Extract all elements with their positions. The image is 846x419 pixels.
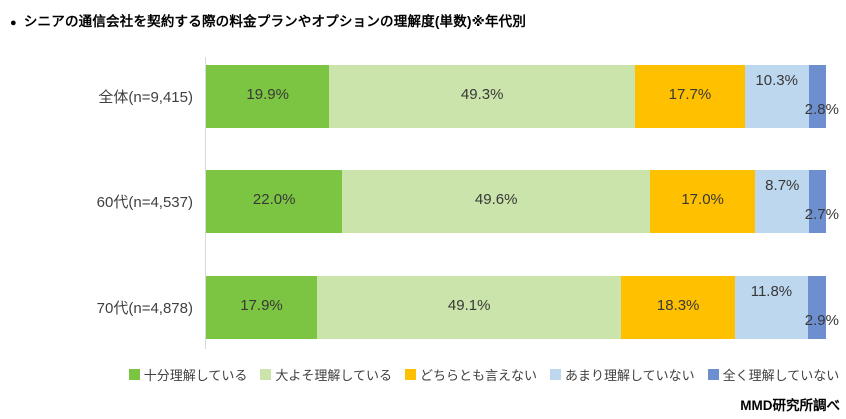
source-credit: MMD研究所調べ	[740, 398, 840, 413]
value-label: 2.9%	[804, 312, 839, 329]
category-label: 70代(n=4,878)	[96, 300, 193, 317]
value-label: 17.0%	[681, 191, 724, 208]
bar-segment	[744, 65, 809, 128]
legend-item: 大よそ理解している	[260, 365, 392, 384]
value-label: 49.6%	[474, 191, 518, 208]
bar-segment	[206, 65, 330, 128]
bar-segment	[206, 170, 343, 233]
bar-segment	[649, 170, 756, 233]
bullet-icon: ●	[10, 17, 17, 29]
legend-item: どちらとも言えない	[404, 365, 537, 384]
value-label: 22.0%	[252, 191, 296, 208]
bar-segment	[755, 170, 810, 233]
value-label: 10.3%	[755, 72, 798, 89]
chart-title-text: シニアの通信会社を契約する際の料金プランやオプションの理解度(単数)※年代別	[23, 14, 527, 29]
bar-segment	[329, 65, 636, 128]
legend-item: 全く理解していない	[707, 365, 840, 384]
value-label: 18.3%	[656, 297, 700, 314]
bar-segment	[316, 276, 622, 339]
stacked-bar: 19.9% 49.3% 17.7% 10.3% 2.8%	[206, 65, 839, 128]
legend-label: 大よそ理解している	[275, 368, 392, 383]
bar-segment	[342, 170, 650, 233]
bar-segment	[206, 276, 317, 339]
bar-segment	[635, 65, 745, 128]
value-label: 2.8%	[804, 101, 839, 118]
value-label: 49.1%	[447, 297, 491, 314]
category-row: 全体(n=9,415) 19.9% 49.3% 17.7% 10.3% 2.8%	[0, 65, 846, 128]
y-axis-line	[205, 57, 206, 349]
legend-item: あまり理解していない	[550, 365, 695, 384]
value-label: 19.9%	[246, 86, 289, 103]
stacked-bar: 17.9% 49.1% 18.3% 11.8% 2.9%	[206, 276, 839, 339]
bar-segment	[808, 65, 826, 128]
chart-title: ● シニアの通信会社を契約する際の料金プランやオプションの理解度(単数)※年代別	[10, 10, 526, 30]
stacked-bar: 22.0% 49.6% 17.0% 8.7% 2.7%	[206, 170, 839, 233]
bar-segment	[621, 276, 735, 339]
value-label: 8.7%	[765, 177, 800, 194]
legend-item: 十分理解している	[128, 365, 248, 384]
legend-label: 十分理解している	[143, 368, 248, 383]
value-label: 49.3%	[460, 86, 504, 103]
category-row: 60代(n=4,537) 22.0% 49.6% 17.0% 8.7% 2.7%	[0, 170, 846, 233]
value-label: 11.8%	[750, 283, 793, 300]
legend-swatch-icon	[128, 369, 140, 380]
legend-swatch-icon	[550, 369, 561, 380]
value-label: 17.7%	[668, 86, 712, 103]
legend-swatch-icon	[260, 369, 272, 380]
bar-segment	[807, 276, 826, 339]
category-row: 70代(n=4,878) 17.9% 49.1% 18.3% 11.8% 2.9%	[0, 276, 846, 339]
legend-label: 全く理解していない	[722, 368, 840, 383]
bar-segment	[809, 170, 826, 233]
bar-segment	[734, 276, 808, 339]
category-label: 全体(n=9,415)	[98, 89, 193, 106]
plot-area: 全体(n=9,415) 19.9% 49.3% 17.7% 10.3% 2.8% 60代(n…	[0, 57, 846, 349]
legend-label: あまり理解していない	[565, 368, 695, 383]
legend-swatch-icon	[404, 369, 416, 380]
legend: 十分理解している 大よそ理解している どちらとも言えない あまり理解していない 全く理解…	[122, 365, 846, 384]
value-label: 2.7%	[804, 206, 839, 223]
category-label: 60代(n=4,537)	[96, 194, 193, 211]
legend-swatch-icon	[707, 369, 719, 380]
legend-label: どちらとも言えない	[419, 368, 537, 383]
value-label: 17.9%	[240, 297, 283, 314]
